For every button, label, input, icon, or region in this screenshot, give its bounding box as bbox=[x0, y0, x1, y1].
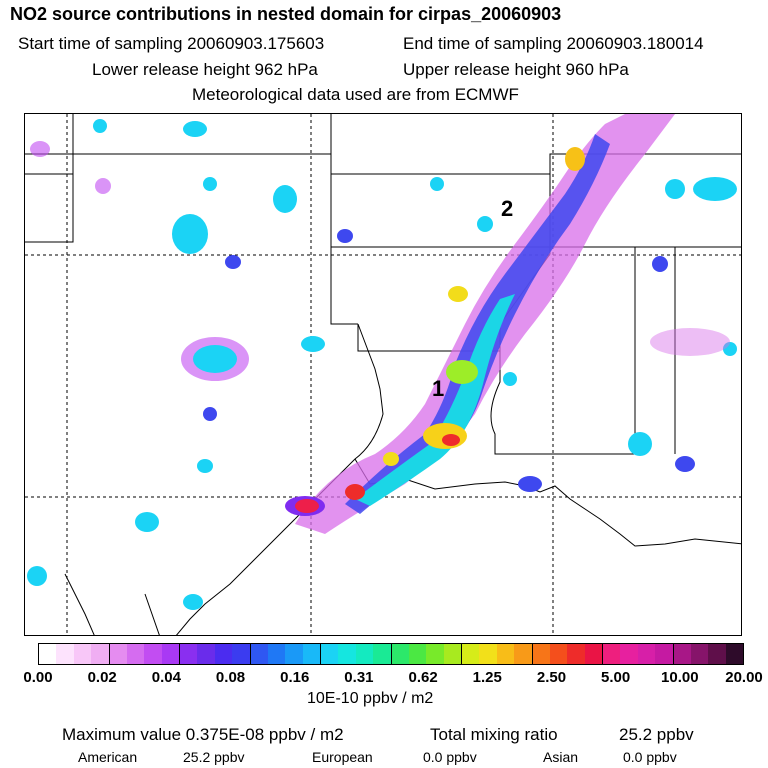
colorbar-swatch bbox=[673, 644, 691, 664]
american-value: 25.2 ppbv bbox=[183, 749, 245, 765]
concentration-field bbox=[27, 114, 737, 610]
colorbar-swatch bbox=[91, 644, 110, 664]
colorbar-swatch bbox=[637, 644, 656, 664]
colorbar-swatch bbox=[426, 644, 444, 664]
colorbar-swatch bbox=[126, 644, 145, 664]
colorbar-swatch bbox=[321, 644, 339, 664]
colorbar-swatch bbox=[532, 644, 550, 664]
colorbar-swatch bbox=[496, 644, 515, 664]
colorbar-swatch bbox=[180, 644, 198, 664]
upper-release-label: Upper release height 960 hPa bbox=[403, 60, 629, 79]
colorbar-tick-label: 0.00 bbox=[23, 669, 53, 686]
colorbar-swatch bbox=[39, 644, 57, 664]
colorbar-swatch bbox=[620, 644, 638, 664]
start-time-label: Start time of sampling 20060903.175603 bbox=[18, 34, 325, 53]
colorbar-swatch bbox=[161, 644, 180, 664]
european-value: 0.0 ppbv bbox=[423, 749, 477, 765]
total-mixing-value: 25.2 ppbv bbox=[619, 725, 694, 744]
colorbar-swatch bbox=[197, 644, 215, 664]
colorbar-swatch bbox=[584, 644, 603, 664]
colorbar-swatch bbox=[250, 644, 268, 664]
colorbar-swatch bbox=[285, 644, 303, 664]
colorbar-tick-label: 0.31 bbox=[344, 669, 374, 686]
colorbar-swatch bbox=[443, 644, 462, 664]
met-data-label: Meteorological data used are from ECMWF bbox=[192, 85, 519, 104]
colorbar-tick-label: 2.50 bbox=[536, 669, 567, 686]
colorbar-tick-label: 1.25 bbox=[472, 669, 502, 686]
colorbar-swatch bbox=[373, 644, 392, 664]
colorbar-swatch bbox=[655, 644, 674, 664]
map-svg: 1 2 bbox=[25, 114, 741, 635]
american-label: American bbox=[78, 749, 138, 765]
source-marker-1: 1 bbox=[432, 376, 444, 401]
colorbar-swatch bbox=[56, 644, 74, 664]
hotspot-1-core bbox=[442, 434, 460, 446]
colorbar-swatch bbox=[302, 644, 321, 664]
gulf-coastline bbox=[176, 458, 741, 635]
colorbar-swatch bbox=[514, 644, 533, 664]
units-label: 10E-10 ppbv / m2 bbox=[307, 690, 434, 707]
colorbar-tick-label: 0.04 bbox=[151, 669, 181, 686]
colorbar-tick-label: 0.08 bbox=[215, 669, 246, 686]
colorbar-tick-label: 10.00 bbox=[661, 669, 699, 686]
colorbar-swatch bbox=[479, 644, 497, 664]
colorbar-tick-label: 0.02 bbox=[87, 669, 117, 686]
colorbar-swatch bbox=[267, 644, 286, 664]
state-borders bbox=[25, 114, 741, 635]
colorbar-tick-label: 5.00 bbox=[601, 669, 631, 686]
colorbar-swatch bbox=[214, 644, 233, 664]
colorbar-swatch bbox=[408, 644, 427, 664]
concentration-map: 1 2 bbox=[24, 113, 742, 636]
lat-lon-grid bbox=[25, 114, 741, 635]
end-time-label: End time of sampling 20060903.180014 bbox=[403, 34, 704, 53]
colorbar-swatch bbox=[549, 644, 568, 664]
colorbar-swatch bbox=[391, 644, 409, 664]
colorbar-swatch bbox=[109, 644, 127, 664]
colorbar-swatch bbox=[462, 644, 480, 664]
colorbar-swatch bbox=[73, 644, 92, 664]
source-marker-2: 2 bbox=[501, 196, 513, 221]
colorbar-swatch bbox=[144, 644, 162, 664]
plume-inner bbox=[355, 294, 515, 506]
colorbar-swatch bbox=[603, 644, 621, 664]
asian-value: 0.0 ppbv bbox=[623, 749, 677, 765]
max-value-label: Maximum value 0.375E-08 ppbv / m2 bbox=[62, 725, 344, 744]
colorbar-swatch bbox=[708, 644, 726, 664]
asian-label: Asian bbox=[543, 749, 579, 765]
lower-release-label: Lower release height 962 hPa bbox=[92, 60, 318, 79]
colorbar-swatch bbox=[567, 644, 585, 664]
colorbar-swatch bbox=[232, 644, 251, 664]
total-mixing-label: Total mixing ratio bbox=[430, 725, 558, 744]
colorbar-swatch bbox=[355, 644, 374, 664]
colorbar-swatch bbox=[338, 644, 356, 664]
colorbar-tick-label: 0.62 bbox=[408, 669, 438, 686]
european-label: European bbox=[312, 749, 373, 765]
plume-core bbox=[345, 134, 610, 514]
colorbar bbox=[38, 643, 744, 665]
colorbar-tick-label: 0.16 bbox=[280, 669, 310, 686]
plot-title: NO2 source contributions in nested domai… bbox=[10, 4, 562, 24]
colorbar-swatch bbox=[690, 644, 709, 664]
colorbar-tick-label: 20.00 bbox=[725, 669, 763, 686]
colorbar-swatch bbox=[725, 644, 743, 664]
